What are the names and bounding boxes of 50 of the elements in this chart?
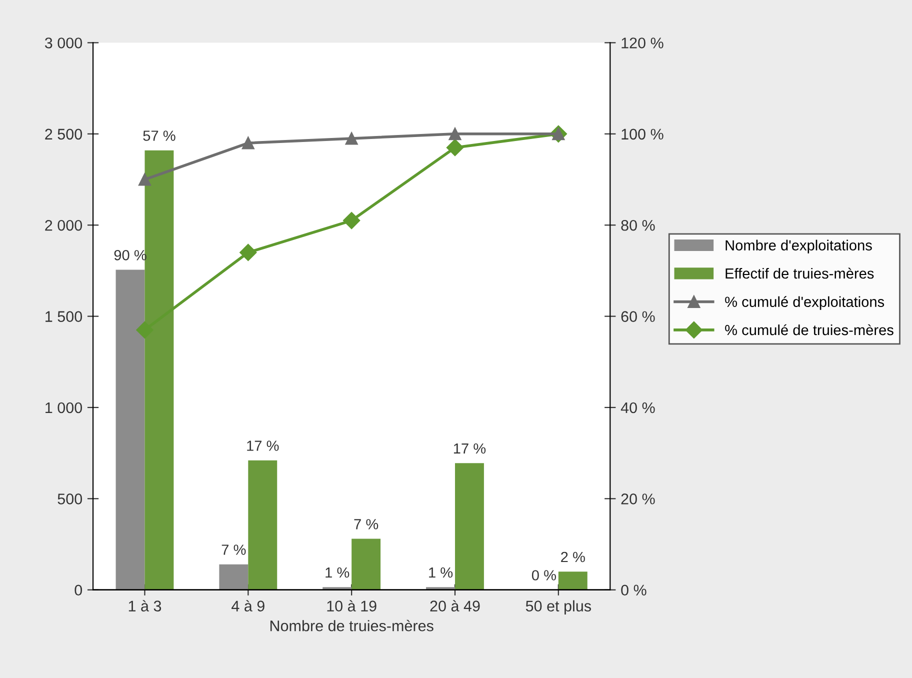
- y-tick-label: 3 000: [44, 38, 82, 48]
- y2-tick-label: 60 %: [621, 311, 655, 322]
- annotation: 7 %: [222, 544, 246, 555]
- y2-tick-label: 120 %: [622, 38, 664, 48]
- legend-label: % cumulé de truies-mères: [725, 324, 894, 336]
- annotation: 1 %: [326, 567, 350, 578]
- y-tick-label: 1 500: [46, 311, 82, 322]
- point: [448, 128, 462, 140]
- bar: [454, 463, 484, 590]
- point: [240, 244, 257, 262]
- y-tick-label: 500: [58, 494, 82, 504]
- legend-label: % cumulé d'exploitations: [725, 296, 884, 310]
- bar: [322, 587, 352, 590]
- legend-label: Nombre d'exploitations: [726, 240, 872, 254]
- x-tick-label: 10 à 19: [327, 600, 376, 612]
- legend-label: Effectif de truies-mères: [726, 268, 874, 279]
- bar: [219, 564, 248, 590]
- point: [343, 212, 360, 230]
- y2-tick-label: 80 %: [621, 220, 655, 231]
- y-tick-label: 0: [74, 584, 82, 596]
- bar: [248, 460, 278, 590]
- annotation: 2 %: [561, 552, 585, 562]
- point: [446, 139, 464, 156]
- bar: [426, 587, 455, 590]
- point: [242, 136, 254, 150]
- point: [345, 132, 358, 145]
- point: [136, 321, 154, 339]
- bar: [144, 150, 174, 590]
- y-tick-label: 2 000: [45, 220, 82, 231]
- bar: [352, 538, 381, 590]
- bar: [116, 270, 145, 590]
- y-tick-label: 1 000: [46, 402, 82, 414]
- bar: [558, 572, 588, 590]
- y2-tick-label: 0 %: [621, 584, 646, 596]
- x-tick-label: 4 à 9: [232, 600, 264, 612]
- annotation: 1 %: [429, 567, 453, 578]
- x-tick-label: 50 et plus: [526, 600, 591, 615]
- y-tick-label: 2 500: [45, 128, 82, 140]
- annotation: 0 %: [532, 570, 556, 580]
- y2-tick-label: 40 %: [620, 402, 655, 414]
- annotation: 17 %: [454, 443, 486, 454]
- x-tick-label: 20 à 49: [430, 600, 480, 612]
- annotation: 7 %: [354, 519, 378, 530]
- y2-tick-label: 20 %: [621, 494, 655, 504]
- point: [138, 173, 151, 186]
- annotation: 57 %: [143, 130, 176, 141]
- x-axis-title: Nombre de truies-mères: [270, 620, 434, 632]
- x-tick-label: 1 à 3: [128, 600, 162, 612]
- annotation: 17 %: [247, 440, 279, 451]
- y2-tick-label: 100 %: [622, 128, 664, 140]
